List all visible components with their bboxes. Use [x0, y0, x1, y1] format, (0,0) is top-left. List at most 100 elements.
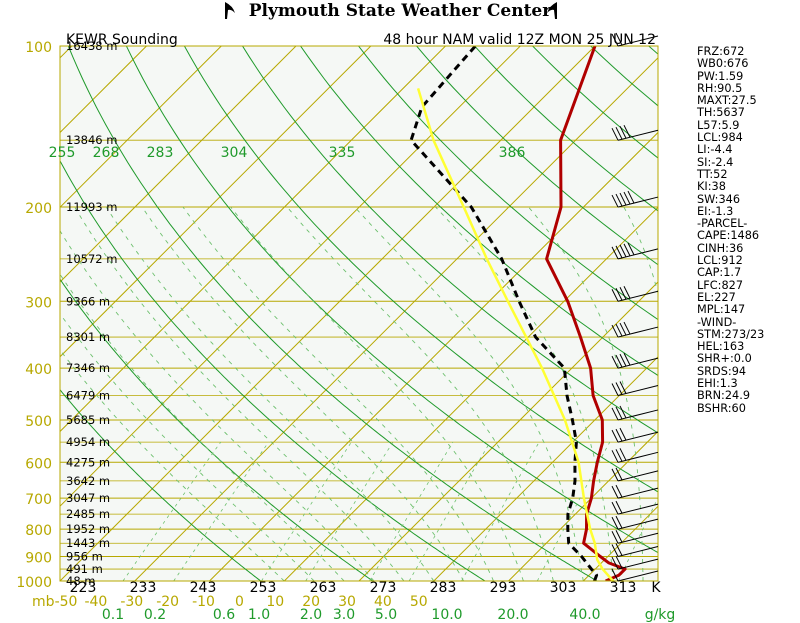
parameter-item: SRDS:94: [697, 364, 747, 378]
wind-barb-flag: [619, 381, 627, 394]
dry-adiabat-250: [60, 388, 262, 581]
wind-barb-flag: [615, 467, 623, 481]
height-label: 491 m: [66, 562, 103, 576]
height-label: 4954 m: [66, 435, 110, 449]
wind-barb-staff: [617, 570, 659, 582]
mixing-ratio-label: 20.0: [497, 607, 528, 623]
parameter-item: BSHR:60: [697, 401, 746, 415]
wind-barb-flag: [611, 383, 619, 396]
temperature-label: 40: [374, 594, 392, 610]
height-label: 3642 m: [66, 474, 110, 488]
moist-adiabat-4: [141, 206, 465, 581]
wind-barb-flag: [611, 246, 619, 260]
height-label: 8301 m: [66, 330, 110, 344]
wind-barb-staff: [617, 129, 659, 141]
parameter-item: PW:1.59: [697, 69, 744, 83]
temperature-label: 30: [338, 594, 356, 610]
dry-adiabat-340: [242, 46, 658, 434]
wind-barb-staff: [617, 532, 659, 544]
pressure-label: 1000: [16, 575, 52, 591]
wind-barb: [611, 448, 659, 463]
isotherm--40: [134, 57, 658, 581]
wind-barb: [611, 500, 659, 515]
wind-barb-flag: [611, 324, 619, 338]
wind-barb-staff: [617, 290, 659, 302]
parameter-panel: FRZ:672 WB0:676 PW:1.59 RH:90.5 MAXT:27.5 TH:…: [697, 45, 800, 415]
moist-adiabat-16: [286, 206, 554, 581]
temperature-label: -30: [120, 594, 143, 610]
wind-barb-staff: [617, 503, 659, 515]
kelvin-label: 233: [130, 580, 157, 596]
wind-barb-flag: [615, 32, 623, 46]
wind-barb-staff: [617, 409, 659, 421]
pressure-label: 700: [25, 492, 52, 508]
mixing-ratio-40: [705, 442, 766, 581]
parameter-item: TH:5637: [697, 106, 745, 120]
mixing-ratio-0.2: [173, 441, 269, 581]
wind-barb-flag: [615, 382, 623, 395]
header-title: Plymouth State Weather Center: [248, 1, 552, 21]
pressure-unit: mb: [32, 594, 55, 610]
parameter-item: MPL:147: [697, 303, 746, 317]
height-label: 13846 m: [66, 133, 117, 147]
isotherm--20: [283, 206, 658, 581]
moist-adiabat--4: [74, 206, 405, 581]
moist-adiabat--12: [60, 273, 345, 581]
pressure-label: 500: [25, 414, 52, 430]
parameter-item: RH:90.5: [697, 81, 743, 95]
pressure-label: 600: [25, 456, 52, 472]
wind-barb-staff: [617, 248, 659, 260]
pressure-label: 200: [25, 201, 52, 217]
wind-barb-staff: [617, 451, 659, 463]
wind-barb-flag: [615, 428, 623, 442]
dry-adiabat-385: [416, 46, 658, 266]
wind-barb-flag: [623, 352, 631, 366]
pressure-label: 300: [25, 295, 52, 311]
wind-barb-flag: [615, 193, 623, 207]
wind-barb-flag: [619, 448, 627, 461]
parameter-item: -PARCEL-: [697, 217, 748, 231]
theta-label: 304: [221, 145, 248, 161]
parameter-item: EI:-1.3: [697, 204, 734, 218]
mixing-ratio-label: 5.0: [375, 607, 397, 623]
dry-adiabat-295: [67, 46, 598, 581]
wind-barb: [611, 467, 659, 482]
wind-barb-flag: [611, 289, 619, 302]
wind-barb: [611, 381, 659, 396]
parameter-item: LI:-4.4: [697, 143, 733, 157]
wind-barb-flag: [623, 191, 631, 205]
wind-barb-staff: [617, 196, 659, 208]
height-label: 10572 m: [66, 252, 117, 266]
theta-label: 283: [147, 145, 174, 161]
mixing-ratio-3: [408, 441, 491, 581]
wind-barb-flag: [615, 288, 623, 301]
isotherm--90: [60, 46, 297, 283]
dry-adiabat-325: [183, 46, 658, 493]
flag-icon-left: [225, 2, 235, 19]
isotherm-10: [508, 430, 658, 581]
parameter-item: MAXT:27.5: [697, 94, 757, 108]
wind-barb-staff: [617, 35, 659, 47]
temperature-label: 50: [410, 594, 428, 610]
height-label: 4275 m: [66, 455, 110, 469]
temperature-label: -20: [156, 594, 179, 610]
kelvin-label: 253: [250, 580, 277, 596]
wind-barb-staff: [617, 546, 659, 558]
theta-label: 255: [49, 145, 76, 161]
wind-barb-flag: [623, 243, 631, 257]
moist-adiabat-28: [528, 206, 644, 581]
pressure-label: 800: [25, 523, 52, 539]
sounding-title: KEWR Sounding: [66, 32, 178, 48]
model-valid-title: 48 hour NAM valid 12Z MON 25 JUN 12: [383, 32, 656, 48]
parameter-item: LCL:912: [697, 254, 743, 268]
wind-barb-staff: [617, 487, 659, 499]
parameter-item: TT:52: [697, 167, 728, 181]
dry-adiabat-370: [358, 46, 658, 321]
parameter-item: SI:-2.4: [697, 155, 734, 169]
wind-barb-staff: [617, 431, 659, 443]
wind-barb-flag: [615, 449, 623, 462]
flag-icon-right: [547, 2, 557, 19]
wind-barb: [611, 124, 659, 141]
height-label: 1443 m: [66, 536, 110, 550]
